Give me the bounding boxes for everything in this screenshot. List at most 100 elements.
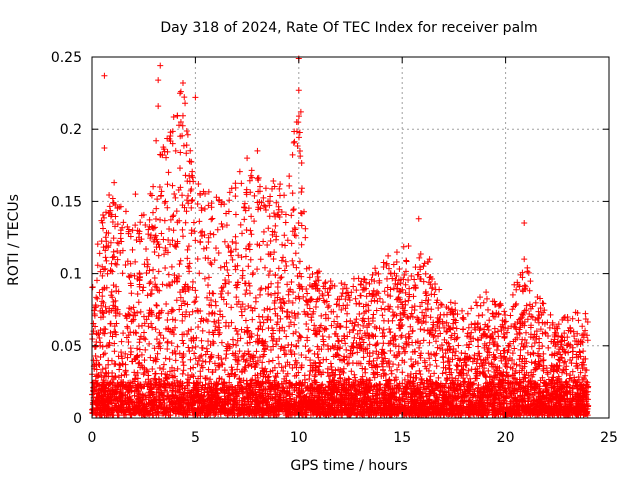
roti-point xyxy=(170,227,177,234)
roti-point xyxy=(262,365,269,372)
roti-point xyxy=(285,297,292,304)
roti-point xyxy=(249,376,256,383)
roti-point xyxy=(369,271,376,278)
roti-point xyxy=(397,310,404,317)
roti-point xyxy=(553,324,560,331)
roti-point xyxy=(126,312,133,319)
roti-point xyxy=(161,251,168,258)
roti-point xyxy=(123,371,130,378)
roti-point xyxy=(286,182,293,189)
roti-point xyxy=(406,333,413,340)
roti-point xyxy=(273,233,280,240)
roti-point xyxy=(371,297,378,304)
roti-point xyxy=(394,303,401,310)
roti-point xyxy=(219,288,226,295)
roti-point xyxy=(385,252,392,259)
roti-point xyxy=(151,375,158,382)
roti-point xyxy=(150,266,157,273)
roti-point xyxy=(326,285,333,292)
roti-point xyxy=(255,313,262,320)
roti-point xyxy=(475,337,482,344)
roti-point xyxy=(119,360,126,367)
roti-point xyxy=(296,258,303,265)
roti-point xyxy=(386,325,393,332)
roti-point xyxy=(563,370,570,377)
roti-point xyxy=(375,351,382,358)
roti-point xyxy=(239,272,246,279)
roti-point xyxy=(322,279,329,286)
roti-point xyxy=(389,275,396,282)
roti-point xyxy=(497,300,504,307)
roti-point xyxy=(112,297,119,304)
roti-point xyxy=(319,292,326,299)
roti-point xyxy=(291,310,298,317)
roti-point xyxy=(234,337,241,344)
roti-point xyxy=(405,330,412,337)
roti-point xyxy=(203,244,210,251)
roti-point xyxy=(374,355,381,362)
roti-point xyxy=(281,232,288,239)
roti-point xyxy=(269,357,276,364)
roti-point xyxy=(486,339,493,346)
roti-point xyxy=(92,352,99,359)
roti-point xyxy=(233,294,240,301)
roti-point xyxy=(436,286,443,293)
roti-point xyxy=(218,220,225,227)
roti-point xyxy=(183,142,190,149)
roti-point xyxy=(288,341,295,348)
roti-point xyxy=(420,337,427,344)
roti-point xyxy=(315,354,322,361)
roti-point xyxy=(503,329,510,336)
roti-point xyxy=(435,374,442,381)
roti-point xyxy=(258,199,265,206)
roti-point xyxy=(426,355,433,362)
roti-point xyxy=(105,242,112,249)
roti-point xyxy=(302,225,309,232)
roti-point xyxy=(524,316,531,323)
roti-point xyxy=(100,266,107,273)
roti-point xyxy=(248,330,255,337)
roti-point xyxy=(379,333,386,340)
roti-point xyxy=(131,272,138,279)
roti-point xyxy=(246,339,253,346)
roti-point xyxy=(97,369,104,376)
roti-point xyxy=(325,292,332,299)
roti-point xyxy=(428,291,435,298)
roti-point xyxy=(542,329,549,336)
roti-point xyxy=(191,350,198,357)
roti-point xyxy=(142,346,149,353)
roti-point xyxy=(164,148,171,155)
roti-point xyxy=(288,240,295,247)
roti-point xyxy=(405,297,412,304)
roti-point xyxy=(156,183,163,190)
roti-point xyxy=(537,326,544,333)
roti-point xyxy=(199,358,206,365)
roti-point xyxy=(463,372,470,379)
roti-point xyxy=(146,340,153,347)
roti-point xyxy=(282,219,289,226)
roti-point xyxy=(501,353,508,360)
roti-point xyxy=(233,284,240,291)
roti-point xyxy=(190,373,197,380)
roti-point xyxy=(316,295,323,302)
roti-point xyxy=(266,358,273,365)
roti-point xyxy=(149,365,156,372)
roti-point xyxy=(102,303,109,310)
roti-point xyxy=(524,268,531,275)
roti-point xyxy=(569,368,576,375)
roti-point xyxy=(242,291,249,298)
roti-point xyxy=(293,128,300,135)
roti-point xyxy=(402,268,409,275)
roti-point xyxy=(371,278,378,285)
roti-point xyxy=(276,185,283,192)
roti-point xyxy=(418,299,425,306)
roti-point xyxy=(527,278,534,285)
roti-point xyxy=(267,347,274,354)
roti-point xyxy=(412,264,419,271)
roti-point xyxy=(372,269,379,276)
roti-point xyxy=(275,360,282,367)
roti-point xyxy=(465,344,472,351)
roti-point xyxy=(185,286,192,293)
roti-point xyxy=(127,351,134,358)
roti-point xyxy=(197,368,204,375)
